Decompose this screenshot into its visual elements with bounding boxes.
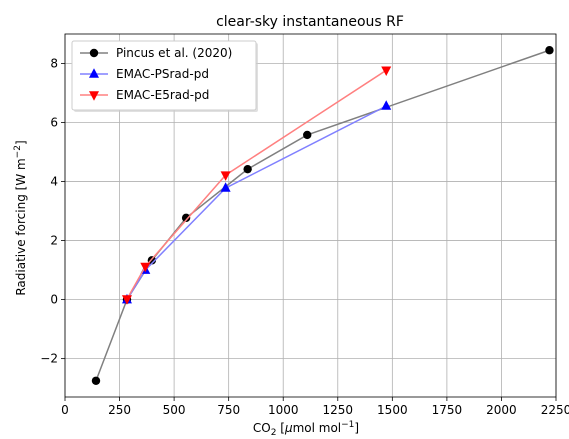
data-point <box>545 46 554 55</box>
data-point <box>381 100 392 110</box>
x-tick-label: 2250 <box>541 403 569 417</box>
x-axis-title-sub: 2 <box>271 428 277 438</box>
legend-marker <box>89 68 99 78</box>
data-point <box>381 66 392 77</box>
x-tick-label: 1000 <box>268 403 299 417</box>
legend: Pincus et al. (2020) EMAC-PSrad-pd EMAC-E5… <box>71 40 258 112</box>
data-point <box>121 295 132 305</box>
x-tick-label: 500 <box>163 403 186 417</box>
legend-marker <box>89 48 99 58</box>
y-tick-label: 2 <box>50 234 58 248</box>
series-layer <box>91 46 554 385</box>
y-tick-label: 0 <box>50 293 58 307</box>
legend-label: Pincus et al. (2020) <box>116 46 232 60</box>
data-point <box>140 262 151 273</box>
x-axis-title-unit-italic: μ <box>284 421 293 435</box>
data-point <box>220 171 231 181</box>
x-tick-label: 1250 <box>323 403 354 417</box>
x-axis-title-unit-sup: −1 <box>341 420 354 430</box>
legend-box <box>71 40 257 111</box>
plot-frame <box>64 33 557 398</box>
series-line <box>126 69 387 300</box>
x-axis-title-unit-mid: mol mol <box>293 421 342 435</box>
y-axis-title-close: ] <box>14 140 28 145</box>
y-tick-label: −2 <box>40 352 58 366</box>
y-axis-title-sup: −2 <box>13 145 23 158</box>
data-point <box>181 213 191 223</box>
series-2 <box>121 66 392 305</box>
data-point <box>243 164 252 174</box>
x-axis-title-base: CO <box>253 421 271 435</box>
data-point <box>220 182 231 192</box>
ticks: 0 250 500 750 1000 1250 1500 1750 2000 2250 −2 0 2 4 6… <box>40 57 569 417</box>
legend-label: EMAC-PSrad-pd <box>116 67 209 81</box>
data-point <box>303 130 312 140</box>
y-axis-title: Radiative forcing [W m−2] <box>13 140 28 295</box>
legend-marker <box>89 91 99 101</box>
x-tick-label: 1750 <box>432 403 463 417</box>
y-tick-label: 6 <box>50 116 58 130</box>
x-tick-label: 250 <box>108 403 131 417</box>
x-axis-title-unit-open: [ <box>276 421 285 435</box>
x-axis-title-unit-close: ] <box>354 421 359 435</box>
x-axis-title: CO2 [μmol mol−1] <box>253 420 359 438</box>
x-tick-label: 1500 <box>377 403 408 417</box>
x-tick-label: 0 <box>61 403 69 417</box>
series-line <box>126 105 387 301</box>
x-tick-label: 750 <box>217 403 240 417</box>
x-tick-label: 2000 <box>486 403 517 417</box>
data-point <box>91 376 101 385</box>
y-axis-title-main: Radiative forcing [W m <box>14 158 28 295</box>
y-tick-label: 8 <box>50 57 58 71</box>
chart-title: clear-sky instantaneous RF <box>216 14 404 30</box>
y-tick-label: 4 <box>50 175 58 189</box>
legend-label: EMAC-E5rad-pd <box>116 88 209 102</box>
